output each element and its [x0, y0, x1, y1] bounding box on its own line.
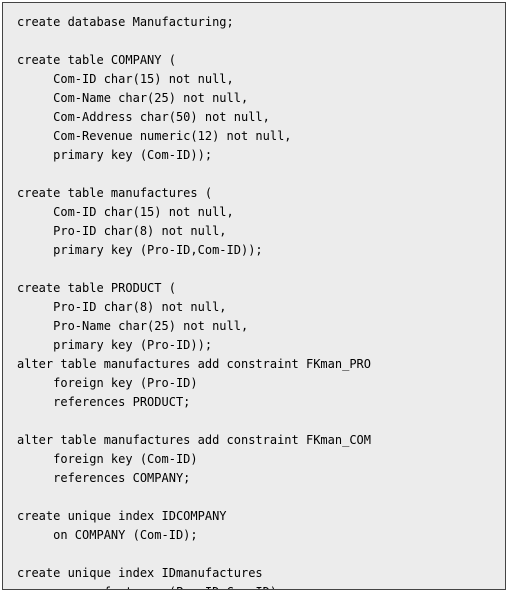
sql-code-content: create database Manufacturing; create ta… — [17, 15, 371, 590]
sql-code-block: create database Manufacturing; create ta… — [2, 2, 506, 590]
